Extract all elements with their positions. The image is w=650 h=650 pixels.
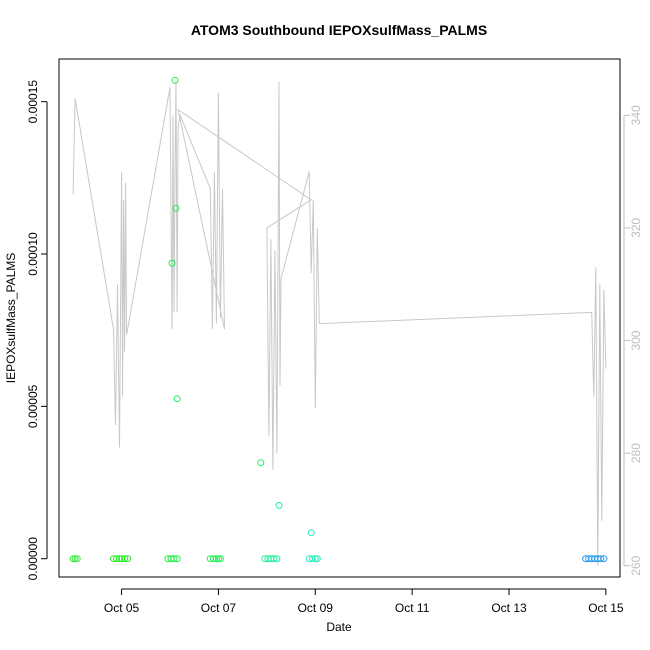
y2-tick-label: 280 — [629, 443, 643, 463]
y-tick-label: 0.00015 — [26, 80, 40, 124]
data-point — [273, 555, 281, 563]
y-tick-label: 0.00000 — [26, 537, 40, 581]
secondary-series-line — [72, 81, 607, 566]
data-point — [600, 555, 608, 563]
data-point — [124, 555, 132, 563]
x-tick-label: Oct 07 — [201, 601, 237, 615]
y-axis-label: IEPOXsulfMass_PALMS — [4, 253, 18, 384]
data-point — [173, 395, 181, 403]
x-tick-label: Oct 15 — [588, 601, 624, 615]
data-point — [121, 555, 129, 563]
chart-title: ATOM3 Southbound IEPOXsulfMass_PALMS — [191, 22, 487, 38]
data-point — [307, 529, 315, 537]
y2-tick-label: 260 — [629, 555, 643, 575]
data-point — [171, 76, 179, 84]
data-point — [69, 555, 77, 563]
scatter-points-layer — [69, 76, 608, 563]
data-point — [597, 555, 605, 563]
axes-layer: Oct 05 Oct 07 Oct 09 Oct 11 Oct 13 Oct 15 0.00… — [26, 80, 643, 615]
plot-box — [58, 58, 621, 578]
data-point — [173, 555, 181, 563]
data-point — [212, 555, 220, 563]
data-point — [113, 555, 120, 563]
x-tick-label: Oct 09 — [298, 601, 334, 615]
y2-tick-label: 300 — [629, 330, 643, 350]
data-point — [311, 555, 319, 563]
y2-tick-label: 320 — [629, 218, 643, 238]
data-point — [270, 555, 278, 563]
data-point — [313, 555, 321, 563]
y2-tick-label: 340 — [629, 105, 643, 125]
data-point — [170, 555, 178, 563]
data-point — [168, 259, 176, 267]
data-point — [71, 555, 79, 563]
data-point — [275, 501, 283, 509]
x-tick-label: Oct 05 — [104, 601, 140, 615]
x-tick-label: Oct 13 — [491, 601, 527, 615]
data-point — [257, 459, 265, 467]
data-point — [308, 555, 316, 563]
data-point — [116, 555, 123, 563]
x-tick-label: Oct 11 — [395, 601, 430, 615]
x-axis-label: Date — [326, 620, 352, 634]
data-point — [73, 555, 81, 563]
y-tick-label: 0.00010 — [26, 232, 40, 276]
y-tick-label: 0.00005 — [26, 384, 40, 428]
data-point — [209, 555, 217, 563]
data-point — [216, 555, 224, 563]
data-point — [214, 555, 222, 563]
secondary-series-layer — [72, 81, 607, 566]
data-point — [172, 204, 180, 212]
